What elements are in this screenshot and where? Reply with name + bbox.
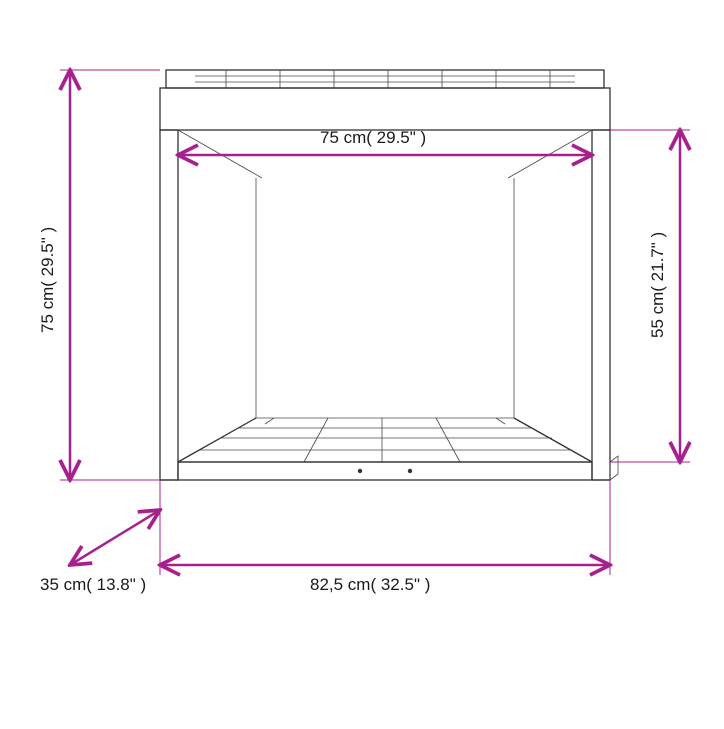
dimension-diagram: 75 cm( 29.5" ) 75 cm( 29.5" ) 55 cm( 21.…	[0, 0, 724, 724]
label-height-left: 75 cm( 29.5" )	[38, 190, 58, 370]
label-inner-width: 75 cm( 29.5" )	[320, 128, 426, 148]
label-outer-width: 82,5 cm( 32.5" )	[310, 575, 430, 595]
diagram-svg	[0, 0, 724, 724]
label-shelf-drop: 55 cm( 21.7" )	[648, 195, 668, 375]
label-depth: 35 cm( 13.8" )	[40, 575, 146, 595]
